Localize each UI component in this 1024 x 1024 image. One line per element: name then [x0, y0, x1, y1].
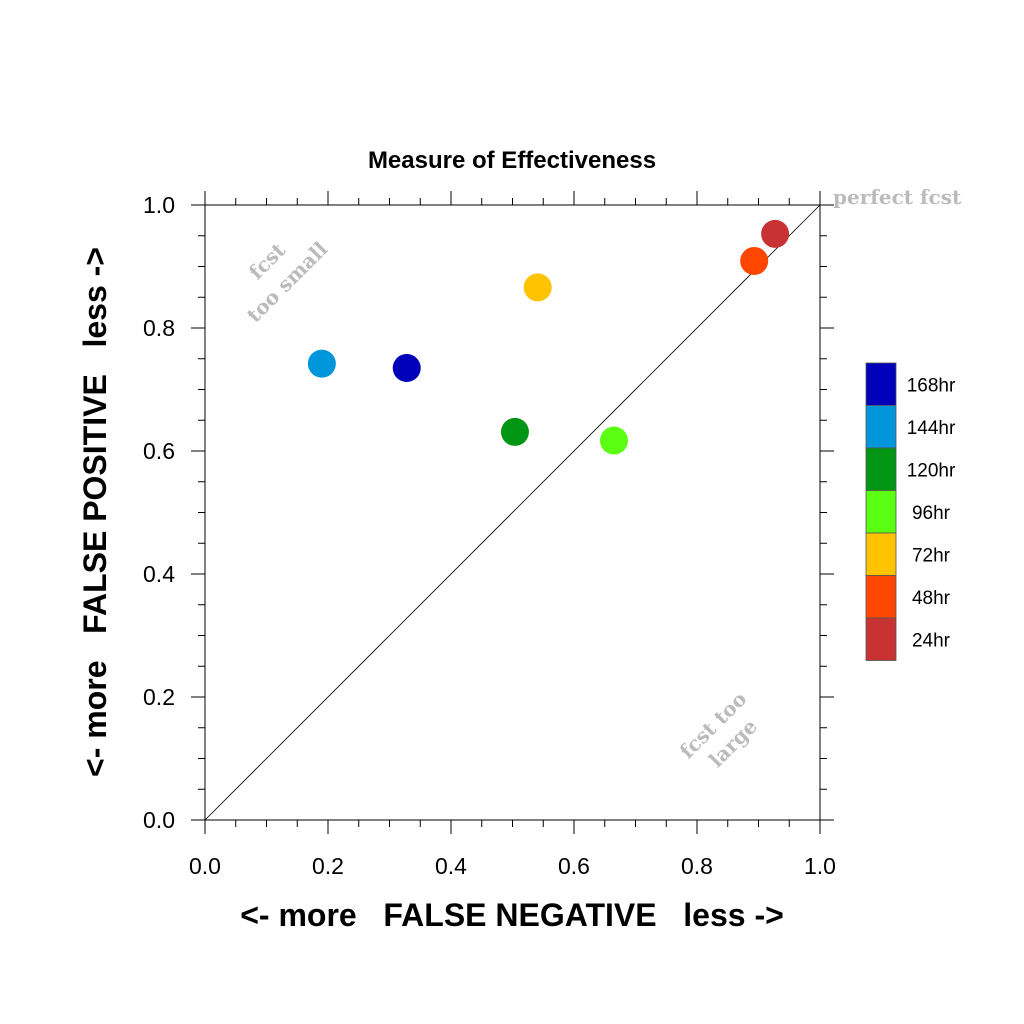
- y-tick-label: 0.8: [143, 315, 175, 341]
- y-tick-label: 0.2: [143, 684, 175, 710]
- legend-label-96hr: 96hr: [912, 503, 951, 524]
- perfect-forecast-diagonal: [204, 204, 821, 821]
- y-axis-label: <- more FALSE POSITIVE less ->: [77, 247, 113, 777]
- legend-swatch-48hr: [865, 575, 897, 619]
- x-tick-label: 1.0: [804, 853, 836, 879]
- legend-label-144hr: 144hr: [907, 418, 956, 439]
- legend-swatch-96hr: [865, 490, 897, 534]
- legend-swatch-120hr: [865, 447, 897, 491]
- legend-label-24hr: 24hr: [912, 630, 951, 651]
- y-tick-label: 0.0: [143, 807, 175, 833]
- legend-swatch-144hr: [865, 405, 897, 449]
- data-point-144hr: [307, 349, 336, 378]
- data-point-24hr: [761, 219, 790, 248]
- x-tick-label: 0.8: [681, 853, 713, 879]
- annotation-too-small-line2: too small: [242, 237, 332, 327]
- legend-swatch-24hr: [865, 617, 897, 661]
- annotation-perfect-fcst: perfect fcst: [833, 185, 962, 209]
- x-tick-label: 0.6: [558, 853, 590, 879]
- data-point-120hr: [500, 417, 529, 446]
- y-tick-label: 1.0: [143, 192, 175, 218]
- legend-label-48hr: 48hr: [912, 588, 951, 609]
- data-point-72hr: [523, 273, 552, 302]
- legend-swatch-168hr: [865, 362, 897, 406]
- legend-label-120hr: 120hr: [907, 460, 956, 481]
- legend-label-72hr: 72hr: [912, 545, 951, 566]
- y-tick-label: 0.4: [143, 561, 175, 587]
- data-point-96hr: [599, 426, 628, 455]
- data-points: [307, 219, 790, 455]
- legend-swatch-72hr: [865, 532, 897, 576]
- legend-label-168hr: 168hr: [907, 375, 956, 396]
- x-tick-label: 0.2: [312, 853, 344, 879]
- chart-title: Measure of Effectiveness: [368, 147, 656, 174]
- x-axis-label: <- more FALSE NEGATIVE less ->: [240, 897, 784, 933]
- y-tick-label: 0.6: [143, 438, 175, 464]
- x-tick-label: 0.0: [189, 853, 221, 879]
- legend: 168hr 144hr 120hr 96hr 72hr 48hr 24hr: [865, 362, 956, 661]
- data-point-48hr: [740, 246, 769, 275]
- x-tick-label: 0.4: [435, 853, 467, 879]
- data-point-168hr: [392, 353, 421, 382]
- plot-axes: 0.0 0.2 0.4 0.6 0.8 1.0 0.0 0.2 0.4 0.6 0.8 1.0: [143, 191, 836, 879]
